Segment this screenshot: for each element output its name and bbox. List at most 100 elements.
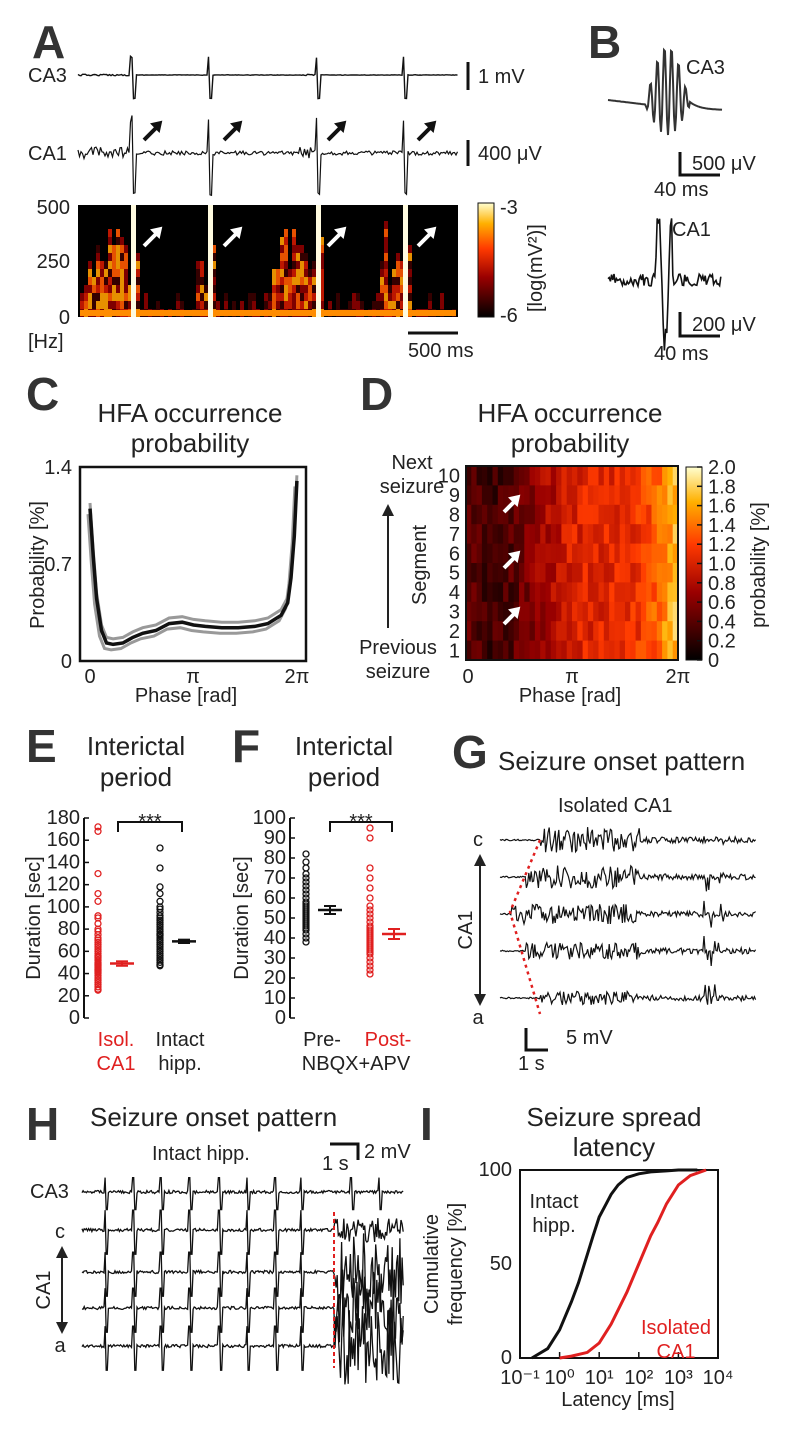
spec-cell <box>248 301 252 309</box>
panel-h: H Seizure onset pattern Intact hipp. 2 m… <box>26 1098 411 1385</box>
spec-cell <box>212 285 216 293</box>
data-point <box>366 954 374 962</box>
spec-baseline <box>288 310 292 316</box>
spec-cell <box>300 261 304 269</box>
spec-cell <box>156 301 160 309</box>
i-ytick-0: 0 <box>501 1347 512 1369</box>
panel-label-f: F <box>232 720 260 772</box>
heatmap-cell <box>582 582 589 603</box>
spec-baseline <box>104 310 108 316</box>
spec-baseline <box>372 310 376 316</box>
heatmap-cell <box>566 621 573 641</box>
d-ytick: 6 <box>449 543 460 565</box>
d-cbar-ticks: 2.01.81.61.41.21.00.80.60.40.20 <box>697 457 736 672</box>
c-xtick-2: π <box>186 666 200 688</box>
spec-cell <box>116 285 120 293</box>
d-xtick-1: 0 <box>462 666 473 688</box>
heatmap-cell <box>651 621 658 641</box>
spec-cell <box>292 261 296 269</box>
spec-baseline <box>356 310 360 316</box>
data-point <box>366 874 374 882</box>
spec-cell <box>284 277 288 285</box>
spec-cell <box>136 269 140 277</box>
heatmap-cell <box>566 543 573 564</box>
spec-cell <box>304 293 308 301</box>
i-curve1-2: hipp. <box>532 1215 575 1237</box>
spec-baseline <box>360 310 364 316</box>
spec-cell <box>408 261 412 269</box>
spec-cell <box>320 261 324 269</box>
spec-cell <box>284 245 288 253</box>
e-points <box>94 823 196 994</box>
d-ylabel: Segment <box>409 525 431 605</box>
heatmap-cell <box>529 466 536 486</box>
d-cbar-tick-label: 1.8 <box>708 476 736 498</box>
heatmap-cell <box>609 601 615 622</box>
heatmap-cell <box>556 543 562 564</box>
ytick-label: 80 <box>264 847 286 869</box>
heatmap-cell <box>582 466 589 486</box>
spec-cell <box>284 261 288 269</box>
d-arrowhead <box>508 550 521 563</box>
spec-baseline <box>388 310 392 316</box>
spec-baseline <box>136 310 140 316</box>
heatmap-cell <box>646 485 652 506</box>
spec-cell <box>120 301 124 309</box>
spec-cell <box>304 277 308 285</box>
heatmap-cell <box>603 524 610 544</box>
spec-baseline <box>300 310 304 316</box>
spec-cell <box>112 261 116 269</box>
spec-cell <box>376 301 380 309</box>
heatmap-cell <box>672 640 679 661</box>
d-arrowhead <box>508 606 521 619</box>
heatmap-cell <box>587 485 594 506</box>
heatmap-cell <box>630 543 636 564</box>
heatmap-cell <box>492 485 499 506</box>
spec-baseline <box>268 310 272 316</box>
spec-baseline <box>304 310 308 316</box>
spec-baseline <box>364 310 368 316</box>
heatmap-cell <box>614 582 621 603</box>
heatmap-cell <box>534 582 541 603</box>
heatmap-cell <box>471 543 477 564</box>
spec-baseline <box>88 310 92 316</box>
spec-cell <box>204 285 208 293</box>
heatmap-cell <box>635 621 642 641</box>
spec-cell <box>224 301 228 309</box>
spec-cell <box>96 245 100 253</box>
panel-label-d: D <box>360 368 393 420</box>
spec-cell <box>268 293 272 301</box>
h-trace <box>81 1306 404 1385</box>
heatmap-cell <box>582 524 589 544</box>
heatmap-cell <box>651 485 658 506</box>
panel-g: G Seizure onset pattern Isolated CA1 c a… <box>452 726 757 1075</box>
spec-cell <box>252 301 256 309</box>
data-point <box>94 978 102 987</box>
spec-cell <box>296 253 300 261</box>
heatmap-cell <box>561 543 568 564</box>
spec-cell <box>120 237 124 245</box>
spec-cell <box>292 301 296 309</box>
heatmap-cell <box>572 621 578 641</box>
spec-cbar-label: [log(mV²)] <box>525 224 547 312</box>
heatmap-cell <box>667 563 674 583</box>
i-ylabel-2: frequency [%] <box>445 1203 467 1325</box>
spec-cell <box>304 261 308 269</box>
spec-cell <box>352 301 356 309</box>
spec-baseline <box>188 310 192 316</box>
data-point <box>366 906 374 914</box>
spec-cell <box>116 293 120 301</box>
heatmap-cell <box>519 543 525 564</box>
spec-baseline <box>264 310 268 316</box>
spec-cell <box>272 269 276 277</box>
e-group2-1: Intact <box>156 1029 205 1051</box>
heatmap-cell <box>619 524 626 544</box>
heatmap-cell <box>550 466 557 486</box>
heatmap-cell <box>609 640 615 661</box>
spec-cell <box>296 293 300 301</box>
heatmap-cell <box>656 504 663 525</box>
spec-cell <box>100 277 104 285</box>
heatmap-cell <box>540 543 546 564</box>
heatmap-cell <box>492 504 499 525</box>
heatmap-cell <box>593 466 599 486</box>
